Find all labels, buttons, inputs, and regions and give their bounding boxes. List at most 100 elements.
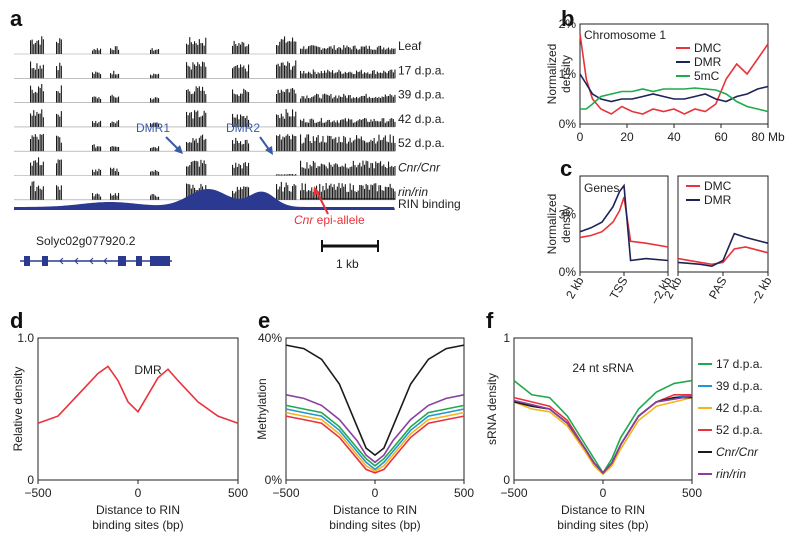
signal-bar [156, 122, 158, 127]
track-4: 52 d.p.a. [14, 133, 445, 152]
signal-bar [186, 183, 188, 200]
signal-bar [373, 70, 375, 79]
signal-bar [311, 74, 313, 79]
signal-bar [343, 186, 345, 200]
signal-bar [240, 187, 242, 200]
signal-bar [301, 183, 303, 200]
signal-bar [309, 45, 311, 54]
signal-bar [384, 135, 386, 152]
signal-bar [59, 137, 61, 152]
signal-bar [243, 163, 245, 176]
signal-bar [335, 137, 337, 152]
signal-bar [328, 119, 330, 127]
signal-bar [233, 93, 235, 103]
signal-bar [389, 134, 391, 152]
signal-bar [279, 41, 281, 54]
signal-bar [378, 121, 380, 127]
signal-bar [59, 189, 61, 200]
legend-label: 39 d.p.a. [716, 379, 763, 393]
signal-bar [192, 184, 194, 200]
signal-bar [232, 140, 234, 152]
signal-bar [392, 167, 394, 176]
y-axis-label: Relative density [11, 367, 25, 452]
track-label: Cnr/Cnr [398, 161, 441, 175]
x-tick-label: −500 [24, 486, 51, 500]
signal-bar [336, 142, 338, 152]
signal-bar [93, 48, 95, 54]
signal-bar [194, 160, 196, 176]
signal-bar [244, 139, 246, 152]
signal-bar [335, 163, 337, 176]
signal-bar [195, 111, 197, 127]
signal-bar [356, 121, 358, 127]
signal-bar [100, 169, 102, 176]
signal-bar [372, 49, 374, 54]
signal-bar [246, 71, 248, 79]
signal-bar [332, 139, 334, 152]
signal-bar [114, 193, 116, 200]
signal-bar [372, 141, 374, 152]
signal-bar [113, 70, 115, 79]
signal-bar [381, 73, 383, 79]
signal-bar [57, 43, 59, 54]
signal-bar [292, 185, 294, 200]
gene-model [20, 256, 172, 266]
x-axis-label-line: Distance to RIN [96, 503, 180, 517]
signal-bar [304, 73, 306, 79]
signal-bar [150, 49, 152, 54]
signal-bar [41, 134, 43, 152]
signal-bar [150, 98, 152, 103]
signal-bar [325, 166, 327, 176]
signal-bar [295, 185, 297, 200]
signal-bar [340, 71, 342, 79]
gene-name: Solyc02g077920.2 [36, 234, 136, 248]
signal-bar [36, 40, 38, 54]
signal-bar [246, 139, 248, 152]
signal-bar [95, 147, 97, 152]
signal-bar [364, 46, 366, 54]
signal-bar [316, 167, 318, 176]
signal-bar [301, 96, 303, 103]
signal-bar [31, 115, 33, 127]
x-tick-label: TSS [607, 275, 631, 302]
signal-bar [150, 195, 152, 200]
signal-bar [360, 96, 362, 103]
series-52-d-p-a- [285, 415, 465, 474]
signal-bar [151, 170, 153, 176]
signal-bar [277, 45, 279, 54]
signal-bar [246, 186, 248, 200]
signal-bar [359, 119, 361, 127]
signal-bar [195, 86, 197, 103]
signal-bar [340, 120, 342, 127]
signal-bar [311, 118, 313, 127]
signal-bar [246, 45, 248, 54]
signal-bar [357, 49, 359, 54]
signal-bar [287, 41, 289, 54]
signal-bar [190, 112, 192, 127]
track-6: rin/rin [14, 181, 428, 201]
signal-bar [232, 45, 234, 54]
signal-bar [280, 62, 282, 79]
signal-bar [198, 64, 200, 79]
signal-bar [354, 139, 356, 152]
signal-bar [336, 120, 338, 127]
signal-bar [56, 113, 58, 127]
signal-bar [319, 183, 321, 200]
signal-bar [30, 185, 32, 200]
signal-bar [352, 74, 354, 79]
signal-bar [386, 187, 388, 200]
signal-bar [56, 41, 58, 54]
signal-bar [319, 97, 321, 103]
signal-bar [248, 119, 250, 127]
signal-bar [241, 189, 243, 200]
signal-bar [349, 137, 351, 152]
signal-bar [303, 118, 305, 127]
signal-bar [372, 163, 374, 176]
signal-bar [280, 174, 282, 176]
series-5mc [580, 87, 769, 113]
signal-bar [320, 70, 322, 79]
signal-bar [93, 171, 95, 176]
signal-bar [287, 174, 289, 176]
signal-bar [335, 72, 337, 79]
signal-bar [332, 98, 334, 103]
